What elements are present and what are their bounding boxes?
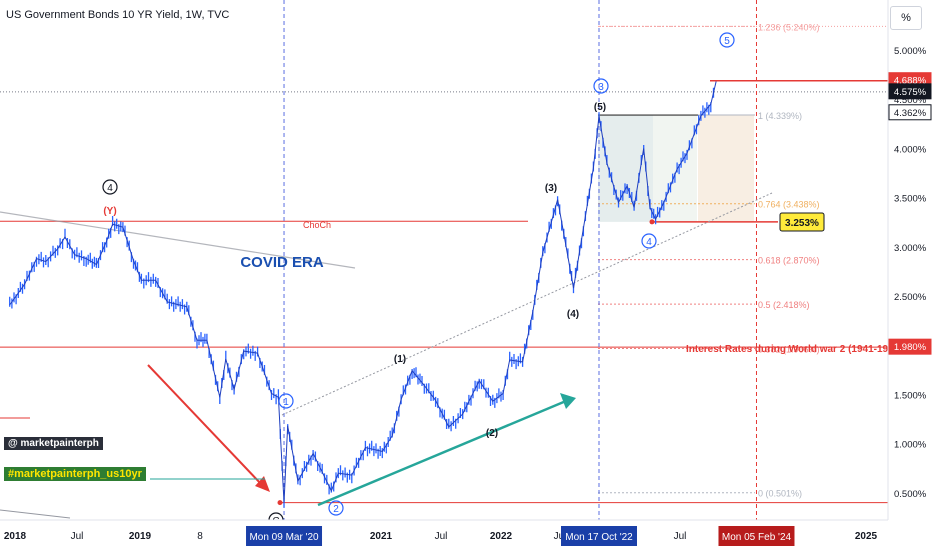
projection-box [698,115,754,222]
wave-label-circle [102,179,118,195]
y-tick-label: 1.500% [894,390,927,401]
ww2-rates-note: Interest Rates during World war 2 (1941-… [686,344,903,355]
wave-label: (2) [486,428,498,439]
highlight-value-label: 3.253% [785,218,819,229]
percent-scale-button[interactable]: % [890,6,922,30]
fib-level-label: 0.382 (1.966%) [758,345,820,355]
lower-trend-line [0,509,71,519]
fib-level-label: 0.618 (2.870%) [758,256,820,266]
wave-label: 1 [283,397,289,408]
fib-level-label: 0.5 (2.418%) [758,300,810,310]
y-tick-label: 1.000% [894,440,927,451]
date-tag-label: Mon 05 Feb '24 [722,532,792,543]
date-tag-box [718,526,795,546]
wave-label-circle [719,32,735,48]
wave-label: (1) [394,354,406,365]
consolidation-box-right [653,115,697,222]
y-tick-label: 4.000% [894,144,927,155]
fib-level-label: 0.764 (3.438%) [758,200,820,210]
wave-label: 4 [107,183,113,194]
wave-label-circle [328,500,344,516]
price-tag-label: 4.575% [894,87,927,98]
price-tag-label: 4.362% [894,108,927,119]
price-tag-label: 4.688% [894,76,927,87]
price-bars [9,87,715,508]
x-tick-label: Jul [71,531,84,542]
price-tag-label: 1.980% [894,342,927,353]
date-tag-label: Mon 17 Oct '22 [565,532,633,543]
wave-label: 4 [646,237,652,248]
y-tick-label: 0.500% [894,489,927,500]
y-tick-label: 4.500% [894,95,927,106]
x-tick-label: Jul [435,531,448,542]
wave-label-circle [641,233,657,249]
price-tag-box [888,83,932,100]
fib-level-label: 1 (4.339%) [758,111,802,121]
x-tick-label: 2025 [855,531,878,542]
price-tag-box [888,104,932,121]
green-arrow-head [560,393,576,409]
x-tick-label: 2021 [370,531,393,542]
x-tick-label: Jul [674,531,687,542]
downtrend-line [0,211,356,269]
hashtag-tag: #marketpainterph_us10yr [4,467,146,481]
wave-label: (Y) [103,206,116,217]
uptrend-channel-line [281,192,773,416]
y-tick-label: 3.500% [894,194,927,205]
author-handle-tag: @ marketpainterph [4,437,103,450]
y-tick-label: 2.500% [894,292,927,303]
date-tag-label: Mon 09 Mar '20 [249,532,319,543]
price-tag-box [888,338,932,355]
choch-label: ChoCh [303,220,331,230]
date-tag-box [560,526,637,546]
wave-label-circle [278,393,294,409]
wave-label: 5 [724,36,730,47]
covid-low-point [277,500,283,506]
covid-era-label: COVID ERA [240,254,324,271]
fib-level-label: 0 (0.501%) [758,489,802,499]
highlight-value-box [779,212,825,232]
wave-label-circle [593,78,609,94]
chart-title: US Government Bonds 10 YR Yield, 1W, TVC [6,9,230,21]
x-tick-label: Jul [554,531,567,542]
x-tick-label: 8 [197,531,203,542]
wave-label: 2 [333,504,339,515]
consolidation-box [598,115,653,222]
wave-label: (5) [594,102,606,113]
red-arrow-shaft [147,364,263,486]
y-tick-label: 3.000% [894,243,927,254]
x-tick-label: 2019 [129,531,152,542]
wave-label: (4) [567,309,579,320]
date-tag-box [246,526,323,546]
x-tick-label: 2018 [4,531,27,542]
wave-label: (3) [545,183,557,194]
x-tick-label: 2022 [490,531,513,542]
green-arrow-shaft [317,399,567,507]
price-line [9,81,717,503]
fib-level-label: 1.236 (5.240%) [758,22,820,32]
wave-label: 3 [598,82,604,93]
red-arrow-head [255,476,270,492]
y-tick-label: 5.000% [894,46,927,57]
support-point [649,219,655,225]
